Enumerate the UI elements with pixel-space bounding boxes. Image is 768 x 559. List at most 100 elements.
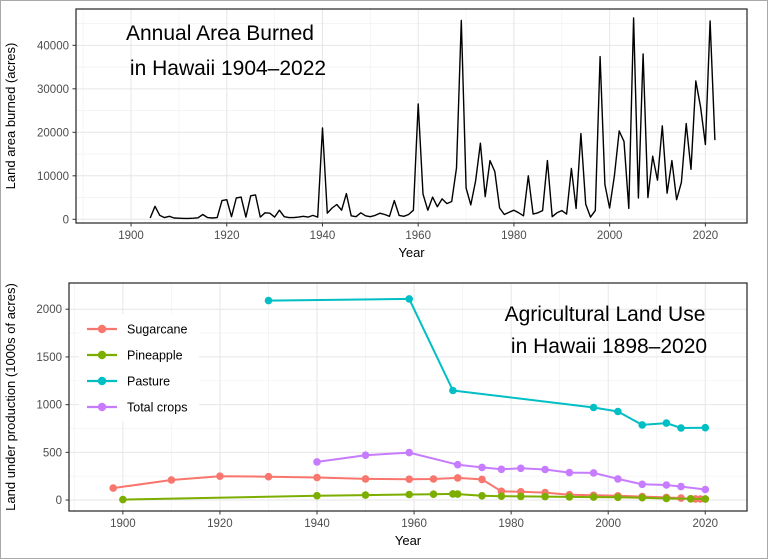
axis-ticks	[65, 308, 706, 515]
y-tick-label: 0	[63, 214, 69, 226]
data-point	[565, 493, 574, 501]
x-tick-label: 1920	[214, 230, 240, 242]
data-point	[429, 490, 438, 498]
x-tick-label: 1980	[498, 518, 524, 530]
x-axis-title: Year	[395, 533, 422, 548]
x-tick-label: 1900	[110, 518, 136, 530]
x-tick-label: 2020	[692, 518, 718, 530]
legend-item-pineapple: Pineapple	[87, 349, 183, 363]
series-points-pineapple	[119, 490, 710, 504]
x-tick-label: 1960	[401, 518, 427, 530]
data-point	[405, 475, 414, 483]
x-tick-label: 1940	[304, 518, 330, 530]
x-tick-label: 1920	[207, 518, 233, 530]
panel-border	[68, 282, 748, 512]
data-point	[677, 482, 685, 491]
legend-item-total-crops: Total crops	[87, 401, 187, 415]
y-tick-label: 500	[43, 447, 62, 459]
data-point	[662, 494, 671, 503]
x-tick-label: 2000	[595, 518, 621, 530]
data-point	[701, 485, 710, 494]
data-point	[638, 493, 646, 502]
y-tick-label: 10000	[37, 171, 69, 183]
legend-item-sugarcane: Sugarcane	[87, 323, 188, 337]
axis-ticks	[72, 44, 706, 227]
data-point	[264, 296, 273, 305]
legend-key-point-pasture	[97, 376, 107, 386]
x-tick-label: 1980	[501, 230, 527, 242]
y-tick-label: 1500	[36, 352, 62, 364]
data-point	[517, 464, 525, 473]
series-line-area-burned	[149, 17, 716, 220]
data-point	[453, 460, 462, 469]
series-line-pineapple	[122, 492, 706, 501]
data-point	[614, 475, 622, 483]
x-tick-label: 1960	[405, 230, 431, 242]
data-point	[517, 492, 525, 501]
y-axis-tick-labels: 0 500 1000 1500 2000	[36, 304, 62, 507]
chart-title-line-1: Agricultural Land Use	[505, 303, 706, 326]
burned-area-chart: 1900 1920 1940 1960 1980 2000 2020 0 10000 20000 3…	[3, 8, 748, 260]
data-point	[313, 491, 321, 500]
data-point	[361, 475, 370, 483]
data-point	[478, 463, 486, 472]
data-point	[405, 490, 414, 499]
data-point	[361, 491, 370, 499]
gridlines-major	[76, 9, 747, 223]
legend-label-pineapple: Pineapple	[127, 349, 183, 363]
legend-key-point-pineapple	[97, 350, 107, 360]
data-point	[453, 490, 462, 498]
y-tick-label: 40000	[37, 40, 69, 52]
data-point	[541, 492, 549, 501]
y-tick-label: 1000	[36, 400, 62, 412]
x-axis-tick-labels: 1900 1920 1940 1960 1980 2000 2020	[110, 518, 718, 530]
data-point	[313, 473, 321, 482]
data-point	[541, 465, 549, 474]
data-point	[313, 458, 321, 466]
legend-label-total-crops: Total crops	[127, 401, 187, 415]
data-point	[677, 424, 685, 432]
data-point	[638, 421, 646, 429]
y-tick-label: 0	[56, 495, 62, 507]
data-point	[109, 484, 117, 492]
data-point	[361, 451, 370, 459]
y-axis-tick-labels: 0 10000 20000 30000 40000	[37, 40, 69, 226]
data-point	[478, 475, 486, 484]
data-point	[638, 480, 646, 489]
legend-key-point-sugarcane	[97, 324, 107, 334]
legend: Sugarcane Pineapple Pasture Total crops	[79, 314, 199, 421]
x-tick-label: 2000	[597, 230, 623, 242]
panel-background	[76, 9, 747, 223]
panel-border	[75, 8, 748, 224]
data-point	[405, 448, 414, 457]
data-point	[589, 403, 598, 412]
data-point	[264, 472, 273, 481]
chart-title-line-2: in Hawaii 1898–2020	[511, 335, 707, 358]
y-axis-title: Land under production (1000s of acres)	[3, 283, 18, 511]
data-point	[429, 475, 438, 483]
land-use-chart: Sugarcane Pineapple Pasture Total crops 1900…	[3, 282, 748, 548]
data-point	[216, 472, 224, 480]
x-axis-tick-labels: 1900 1920 1940 1960 1980 2000 2020	[118, 230, 718, 242]
data-point	[565, 468, 574, 477]
data-point	[662, 481, 671, 489]
y-tick-label: 30000	[37, 84, 69, 96]
data-point	[478, 492, 486, 500]
data-point	[589, 493, 598, 501]
data-point	[701, 495, 710, 503]
legend-label-pasture: Pasture	[127, 375, 170, 389]
x-tick-label: 1900	[118, 230, 144, 242]
data-point	[497, 492, 506, 500]
series-points-total-crops	[313, 448, 710, 494]
legend-item-pasture: Pasture	[87, 375, 170, 389]
chart-title-line-2: in Hawaii 1904–2022	[130, 57, 326, 80]
x-tick-label: 2020	[693, 230, 719, 242]
x-axis-title: Year	[398, 245, 425, 260]
data-point	[589, 469, 598, 477]
legend-key-point-total-crops	[97, 402, 107, 412]
chart-title-line-1: Annual Area Burned	[126, 22, 314, 45]
legend-label-sugarcane: Sugarcane	[127, 323, 188, 337]
data-point	[686, 495, 695, 503]
data-point	[662, 419, 671, 427]
